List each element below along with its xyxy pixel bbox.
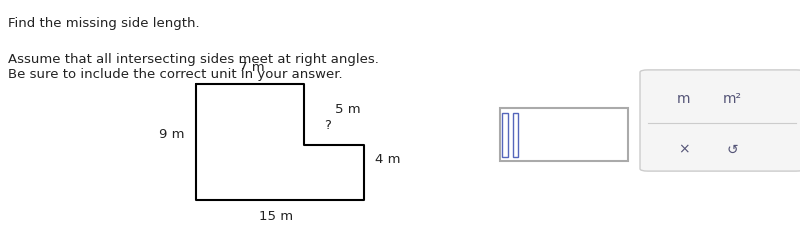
Text: 7 m: 7 m — [239, 61, 265, 74]
Text: 4 m: 4 m — [375, 153, 401, 166]
Text: 9 m: 9 m — [159, 128, 185, 141]
FancyBboxPatch shape — [513, 113, 518, 157]
FancyBboxPatch shape — [502, 113, 508, 157]
Text: m²: m² — [722, 92, 742, 106]
Text: 15 m: 15 m — [259, 210, 293, 223]
FancyBboxPatch shape — [500, 108, 628, 161]
Text: Find the missing side length.: Find the missing side length. — [8, 17, 200, 30]
Text: m: m — [678, 92, 690, 106]
Text: ↺: ↺ — [726, 142, 738, 156]
FancyBboxPatch shape — [640, 70, 800, 171]
Text: ×: × — [678, 142, 690, 156]
Text: 5 m: 5 m — [335, 103, 361, 116]
Text: Assume that all intersecting sides meet at right angles.
Be sure to include the : Assume that all intersecting sides meet … — [8, 53, 379, 81]
Text: ?: ? — [325, 119, 331, 132]
